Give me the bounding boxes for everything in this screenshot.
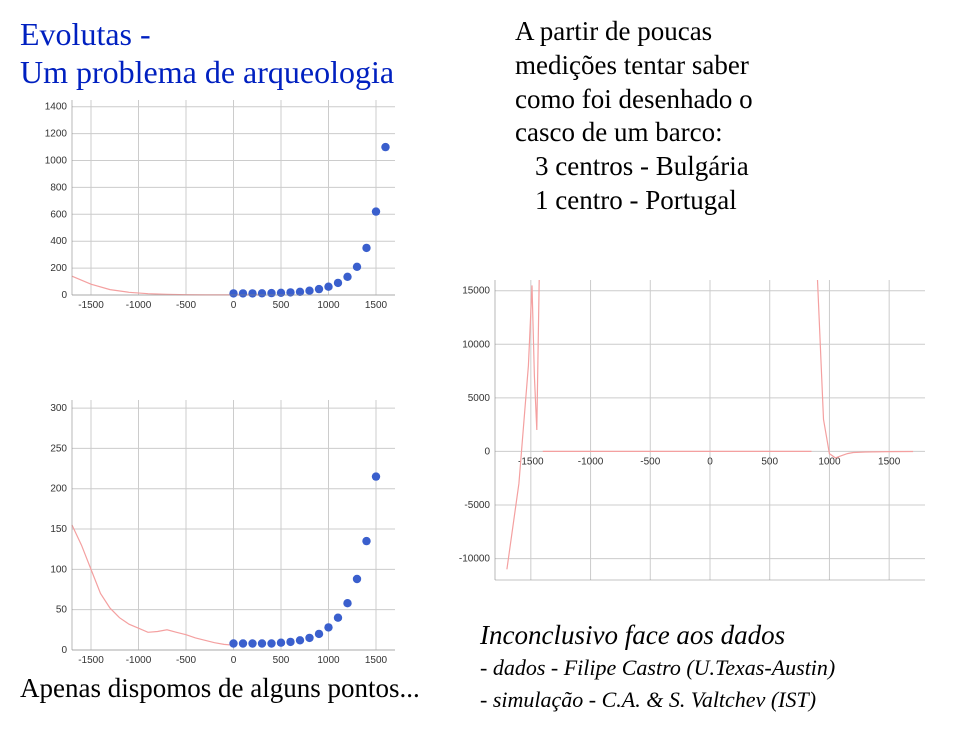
br-main: Inconclusivo face aos dados	[480, 620, 785, 650]
rt-l2: medições tentar saber	[515, 50, 749, 80]
svg-text:-1500: -1500	[78, 655, 104, 666]
slide-title: Evolutas - Um problema de arqueologia	[20, 15, 394, 92]
slide: Evolutas - Um problema de arqueologia A …	[0, 0, 960, 735]
chart-top: 0 200 400 600 800 1000 1200 1400 -1500 -1000 -500 0…	[30, 95, 400, 315]
svg-text:500: 500	[273, 300, 290, 311]
svg-text:600: 600	[50, 209, 67, 220]
chart-right: -10000-5000050001000015000-1500-1000-500…	[440, 275, 930, 600]
svg-text:200: 200	[50, 484, 67, 495]
rt-l1: A partir de poucas	[515, 16, 712, 46]
svg-text:-1500: -1500	[78, 300, 104, 311]
svg-text:1000: 1000	[45, 156, 68, 167]
bottom-left-caption: Apenas dispomos de alguns pontos...	[20, 673, 420, 704]
svg-text:1200: 1200	[45, 129, 68, 140]
svg-text:-500: -500	[176, 655, 196, 666]
svg-text:1400: 1400	[45, 102, 68, 113]
rt-l5: 3 centros - Bulgária	[535, 151, 749, 181]
svg-text:-1000: -1000	[126, 300, 152, 311]
svg-text:1000: 1000	[317, 300, 340, 311]
svg-text:1500: 1500	[365, 655, 388, 666]
svg-text:100: 100	[50, 564, 67, 575]
svg-text:500: 500	[273, 655, 290, 666]
svg-text:1000: 1000	[317, 655, 340, 666]
svg-text:0: 0	[231, 300, 237, 311]
svg-text:10000: 10000	[462, 339, 490, 350]
right-text-block: A partir de poucas medições tentar saber…	[515, 15, 945, 218]
svg-text:1500: 1500	[365, 300, 388, 311]
rt-l4: casco de um barco:	[515, 117, 723, 147]
title-line-2: Um problema de arqueologia	[20, 54, 394, 90]
rt-l3: como foi desenhado o	[515, 84, 753, 114]
svg-text:5000: 5000	[468, 393, 491, 404]
svg-text:-1000: -1000	[126, 655, 152, 666]
svg-text:1000: 1000	[818, 456, 841, 467]
svg-text:0: 0	[61, 290, 67, 301]
svg-text:-500: -500	[176, 300, 196, 311]
svg-text:-5000: -5000	[464, 500, 490, 511]
br-sub1: - dados - Filipe Castro (U.Texas-Austin)	[480, 655, 835, 680]
svg-text:0: 0	[61, 645, 67, 656]
svg-text:0: 0	[707, 456, 713, 467]
svg-text:-10000: -10000	[459, 554, 491, 565]
svg-text:500: 500	[761, 456, 778, 467]
svg-text:-500: -500	[640, 456, 660, 467]
svg-text:0: 0	[484, 446, 490, 457]
bottom-right-block: Inconclusivo face aos dados - dados - Fi…	[480, 620, 950, 714]
chart-middle: 0 50 100 150 200 250 300 -1500 -1000 -500 0 500 1000…	[30, 395, 400, 670]
svg-text:-1500: -1500	[518, 456, 544, 467]
svg-text:200: 200	[50, 263, 67, 274]
svg-text:1500: 1500	[878, 456, 901, 467]
svg-text:250: 250	[50, 443, 67, 454]
svg-text:300: 300	[50, 403, 67, 414]
svg-text:150: 150	[50, 524, 67, 535]
svg-text:15000: 15000	[462, 286, 490, 297]
svg-text:800: 800	[50, 182, 67, 193]
svg-text:50: 50	[56, 605, 68, 616]
rt-l6: 1 centro - Portugal	[535, 185, 737, 215]
br-sub2: - simulação - C.A. & S. Valtchev (IST)	[480, 687, 816, 712]
title-line-1: Evolutas -	[20, 16, 151, 52]
svg-text:0: 0	[231, 655, 237, 666]
svg-text:400: 400	[50, 236, 67, 247]
svg-text:-1000: -1000	[578, 456, 604, 467]
